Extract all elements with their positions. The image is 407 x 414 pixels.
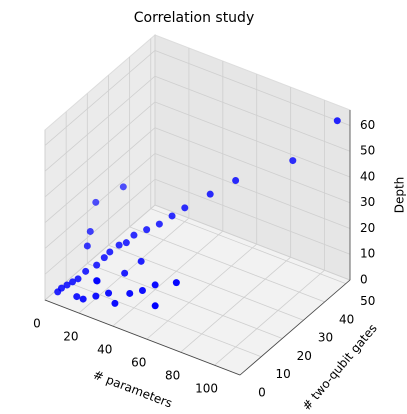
grid-line	[129, 226, 325, 303]
z-axis-label: Depth	[393, 177, 407, 214]
point	[119, 183, 127, 191]
point	[181, 204, 189, 212]
point	[137, 257, 145, 265]
point	[121, 269, 129, 277]
y-tick-label: 50	[360, 294, 375, 308]
axis-line	[44, 299, 241, 376]
z-tick-label: 10	[360, 247, 375, 261]
grid-line	[44, 101, 156, 198]
z-tick-label: 50	[360, 144, 375, 158]
point	[93, 277, 101, 285]
point	[73, 293, 81, 301]
z-tick-label: 30	[360, 195, 375, 209]
point	[100, 254, 108, 262]
grid-line	[108, 244, 304, 321]
y-tick-label: 40	[339, 312, 354, 326]
point	[333, 117, 341, 125]
point	[54, 288, 62, 296]
point	[130, 231, 138, 239]
axis-line	[239, 279, 351, 376]
grid-line	[44, 204, 156, 301]
x-tick-label: 40	[97, 343, 112, 357]
point	[122, 239, 130, 247]
point	[232, 177, 240, 185]
y-tick-label: 0	[258, 386, 266, 400]
z-tick-label: 40	[360, 169, 375, 183]
grid-line	[154, 204, 351, 281]
point	[105, 289, 113, 297]
point	[151, 302, 159, 310]
point	[83, 242, 91, 250]
grid-line	[154, 75, 351, 152]
grid-line	[44, 75, 156, 172]
y-axis-label: # two-qubit gates	[299, 321, 379, 413]
grid-line	[44, 127, 156, 224]
point	[69, 278, 77, 286]
grid-line	[214, 269, 325, 366]
z-tick-label: 0	[360, 273, 368, 287]
y-tick-label: 20	[297, 349, 312, 363]
point	[106, 248, 114, 256]
point	[206, 190, 214, 198]
point	[93, 261, 101, 269]
x-tick-label: 80	[165, 369, 180, 383]
grid-line	[154, 178, 351, 255]
point	[126, 289, 134, 297]
point	[111, 299, 119, 307]
z-tick-label: 60	[360, 118, 375, 132]
point	[115, 241, 123, 249]
y-tick-label: 30	[318, 331, 333, 345]
point	[82, 267, 90, 275]
grid-line	[44, 178, 156, 275]
point	[143, 226, 151, 234]
grid-line	[154, 153, 351, 229]
chart-title: Correlation study	[134, 10, 254, 26]
y-tick-label: 10	[276, 367, 291, 381]
point	[92, 292, 100, 300]
point	[79, 295, 87, 303]
point	[86, 227, 94, 235]
grid-line	[154, 50, 351, 126]
x-tick-label: 0	[33, 317, 41, 331]
grid-line	[150, 208, 346, 285]
z-tick-label: 20	[360, 221, 375, 235]
grid-line	[154, 127, 351, 204]
point	[74, 275, 82, 283]
point	[168, 212, 176, 220]
grid-line	[146, 243, 258, 340]
grid-line	[44, 50, 156, 146]
point	[151, 281, 159, 289]
point	[289, 157, 297, 165]
point	[63, 281, 71, 289]
x-axis-label: # parameters	[91, 368, 174, 411]
grid-line	[112, 230, 224, 327]
point	[172, 279, 180, 287]
grid-line	[87, 263, 283, 339]
grid-line	[44, 153, 156, 249]
grid-line	[180, 256, 291, 353]
x-tick-label: 100	[195, 382, 218, 396]
point	[138, 286, 146, 294]
point	[155, 220, 163, 228]
x-tick-label: 20	[63, 330, 78, 344]
x-tick-label: 60	[131, 356, 146, 370]
grid-line	[154, 101, 351, 178]
point	[92, 198, 100, 206]
